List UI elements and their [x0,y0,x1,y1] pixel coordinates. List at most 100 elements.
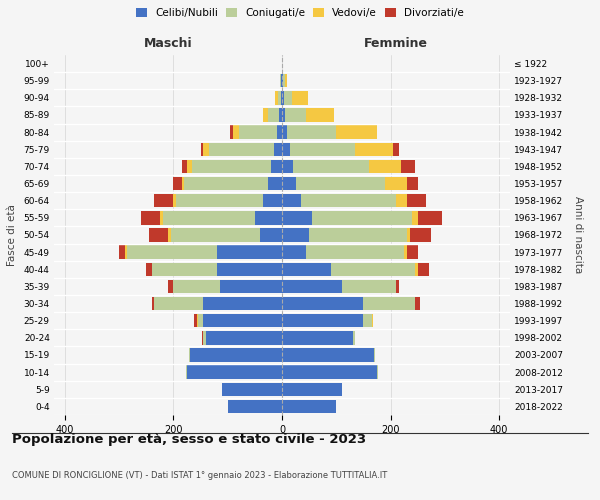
Bar [152,297,154,310]
Bar [220,280,282,293]
Bar [203,331,206,344]
Bar [154,297,203,310]
Bar [309,228,407,241]
Bar [200,142,203,156]
Bar [182,177,184,190]
Bar [168,280,173,293]
Bar [342,280,396,293]
Bar [415,262,418,276]
Bar [307,246,404,259]
Bar [285,74,287,88]
Bar [263,108,268,122]
Bar [410,228,431,241]
Bar [281,91,282,104]
Bar [203,297,282,310]
Bar [282,211,312,224]
Bar [296,177,385,190]
Bar [418,211,442,224]
Bar [274,142,282,156]
Text: COMUNE DI RONCIGLIONE (VT) - Dati ISTAT 1° gennaio 2023 - Elaborazione TUTTITALI: COMUNE DI RONCIGLIONE (VT) - Dati ISTAT … [12,470,387,480]
Text: Femmine: Femmine [364,37,428,50]
Bar [374,348,376,362]
Bar [292,91,308,104]
Bar [152,262,217,276]
Bar [407,177,418,190]
Bar [233,126,239,139]
Bar [282,74,283,88]
Bar [176,194,263,207]
Bar [282,91,284,104]
Bar [279,108,282,122]
Bar [187,160,193,173]
Bar [287,126,336,139]
Bar [203,142,209,156]
Bar [280,74,281,88]
Bar [284,91,292,104]
Bar [364,314,371,328]
Bar [407,246,418,259]
Bar [283,74,285,88]
Bar [404,246,407,259]
Bar [230,126,233,139]
Bar [307,108,334,122]
Bar [282,194,301,207]
Bar [393,142,399,156]
Bar [282,142,290,156]
Bar [146,262,152,276]
Bar [369,160,401,173]
Bar [407,228,410,241]
Bar [203,314,282,328]
Bar [285,108,307,122]
Bar [263,194,282,207]
Text: Maschi: Maschi [143,37,193,50]
Bar [202,331,203,344]
Bar [407,194,426,207]
Bar [141,211,160,224]
Bar [173,194,176,207]
Bar [160,211,163,224]
Bar [282,400,336,413]
Bar [418,262,428,276]
Bar [336,126,377,139]
Bar [412,211,418,224]
Bar [282,177,296,190]
Bar [396,194,407,207]
Bar [127,246,217,259]
Bar [239,126,277,139]
Bar [282,262,331,276]
Bar [184,177,268,190]
Bar [282,246,307,259]
Bar [163,211,255,224]
Bar [290,142,355,156]
Bar [282,331,353,344]
Bar [331,262,415,276]
Bar [293,160,369,173]
Bar [282,297,364,310]
Legend: Celibi/Nubili, Coniugati/e, Vedovi/e, Divorziati/e: Celibi/Nubili, Coniugati/e, Vedovi/e, Di… [133,5,467,21]
Bar [125,246,127,259]
Bar [168,228,171,241]
Bar [282,108,285,122]
Bar [301,194,396,207]
Bar [271,160,282,173]
Bar [364,297,415,310]
Bar [282,314,364,328]
Bar [228,400,282,413]
Bar [282,366,377,379]
Bar [187,366,282,379]
Bar [282,228,309,241]
Bar [282,280,342,293]
Bar [277,126,282,139]
Bar [312,211,412,224]
Bar [260,228,282,241]
Bar [278,91,281,104]
Bar [385,177,407,190]
Bar [209,142,274,156]
Bar [154,194,173,207]
Bar [268,177,282,190]
Bar [193,160,271,173]
Bar [371,314,373,328]
Bar [282,382,342,396]
Bar [355,142,393,156]
Bar [194,314,197,328]
